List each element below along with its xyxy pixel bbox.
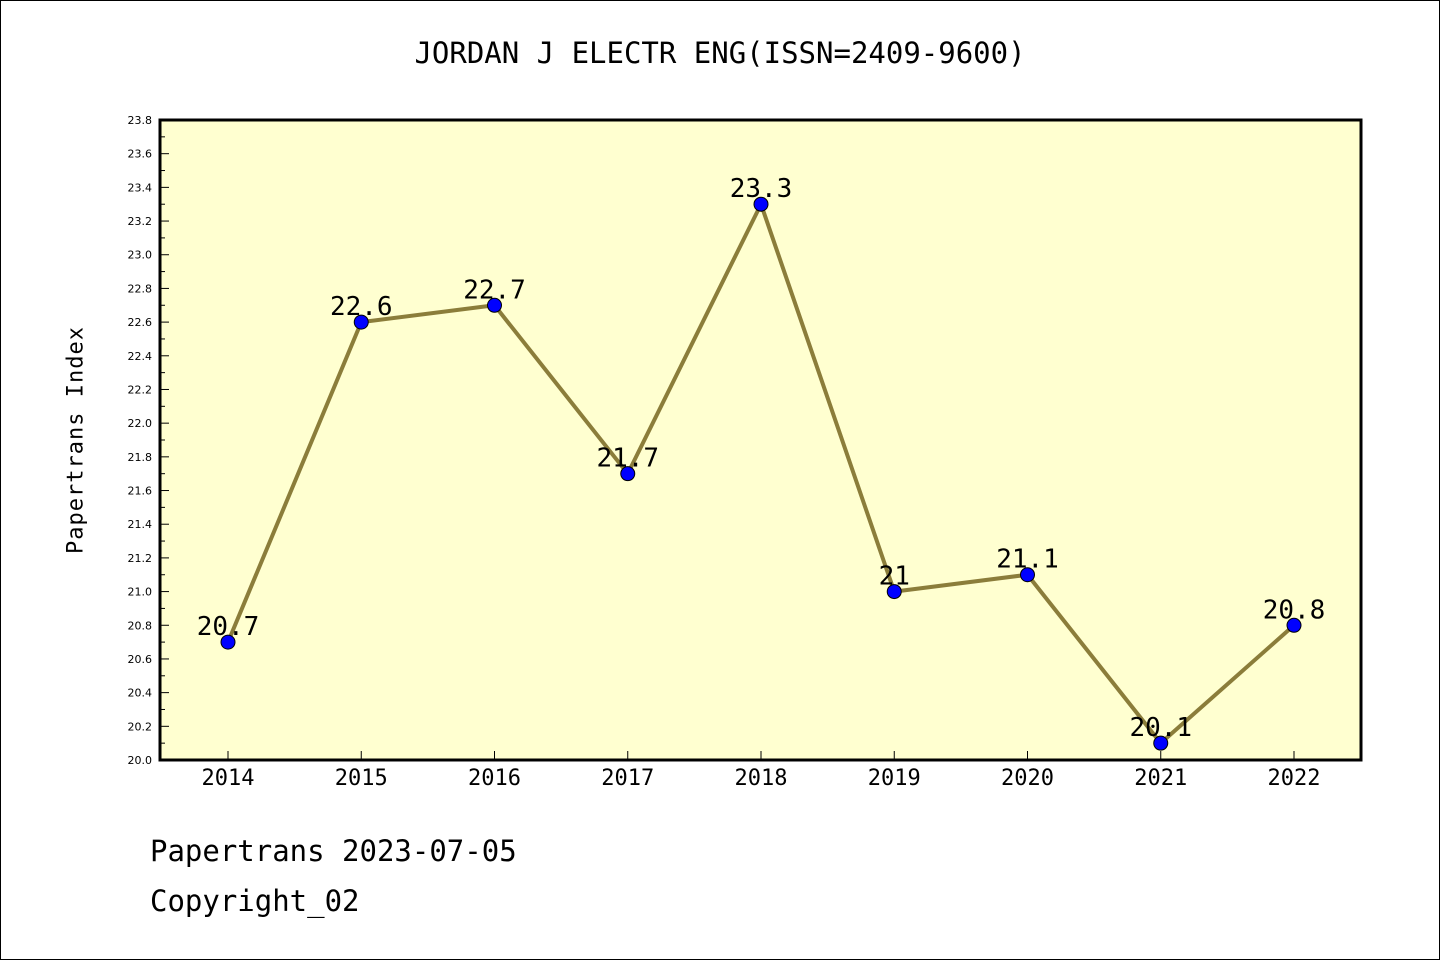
x-tick-label: 2021: [1134, 766, 1187, 791]
y-tick-label: 20.0: [128, 754, 153, 767]
data-label: 21: [879, 562, 910, 592]
y-tick-label: 22.2: [128, 383, 153, 396]
data-point: [1153, 735, 1169, 751]
data-point: [886, 584, 902, 600]
data-points: [220, 196, 1302, 751]
data-label: 20.1: [1129, 713, 1192, 743]
y-tick-label: 21.2: [128, 552, 153, 565]
data-label: 22.6: [330, 292, 393, 322]
footer-copyright: Copyright_02: [150, 884, 360, 918]
chart-title: JORDAN J ELECTR ENG(ISSN=2409-9600): [414, 36, 1026, 70]
data-point: [220, 634, 236, 650]
data-point: [353, 314, 369, 330]
y-tick-label: 21.6: [128, 485, 153, 498]
plot-area: [160, 120, 1361, 760]
plot-border: [158, 118, 1363, 762]
y-tick-label: 23.0: [128, 249, 153, 262]
footer-date: Papertrans 2023-07-05: [150, 834, 517, 868]
data-label: 20.8: [1263, 595, 1326, 625]
y-tick-label: 21.4: [128, 518, 153, 531]
x-axis: 2014 2015 2016 2017 2018 2019 2020 2021 2022: [202, 751, 1321, 791]
x-tick-label: 2017: [601, 766, 654, 791]
data-labels: 20.7 22.6 22.7 21.7 23.3 21 21.1 20.1 20.8: [197, 174, 1326, 743]
data-label: 21.7: [596, 444, 659, 474]
x-tick-label: 2015: [335, 766, 388, 791]
y-tick-label: 20.4: [128, 687, 153, 700]
x-tick-label: 2020: [1001, 766, 1054, 791]
y-tick-label: 22.0: [128, 417, 153, 430]
data-point: [753, 196, 769, 212]
x-tick-label: 2022: [1268, 766, 1321, 791]
data-label: 22.7: [463, 275, 526, 305]
y-tick-label: 23.4: [128, 181, 153, 194]
y-tick-label: 22.6: [128, 316, 153, 329]
data-label: 21.1: [996, 545, 1059, 575]
y-tick-label: 20.2: [128, 720, 153, 733]
data-label: 23.3: [730, 174, 793, 204]
x-tick-label: 2016: [468, 766, 521, 791]
y-tick-label: 20.8: [128, 619, 153, 632]
y-tick-label: 21.8: [128, 451, 153, 464]
y-tick-label: 20.6: [128, 653, 153, 666]
x-tick-label: 2019: [868, 766, 921, 791]
x-tick-label: 2014: [202, 766, 255, 791]
y-tick-label: 22.4: [128, 350, 153, 363]
data-point: [487, 297, 502, 313]
y-tick-label: 23.2: [128, 215, 153, 228]
y-tick-label: 21.0: [128, 586, 153, 599]
data-label: 20.7: [197, 612, 260, 642]
y-tick-label: 22.8: [128, 282, 153, 295]
x-tick-label: 2018: [735, 766, 788, 791]
data-point: [1020, 567, 1035, 583]
y-tick-label: 23.6: [128, 148, 153, 161]
y-axis: 20.0 20.2 20.4 20.6 20.8 21.0 21.2 21.4 21.6 21.8…: [128, 114, 169, 767]
data-point: [620, 466, 636, 482]
data-point: [1286, 617, 1302, 633]
y-tick-label: 23.8: [128, 114, 153, 127]
